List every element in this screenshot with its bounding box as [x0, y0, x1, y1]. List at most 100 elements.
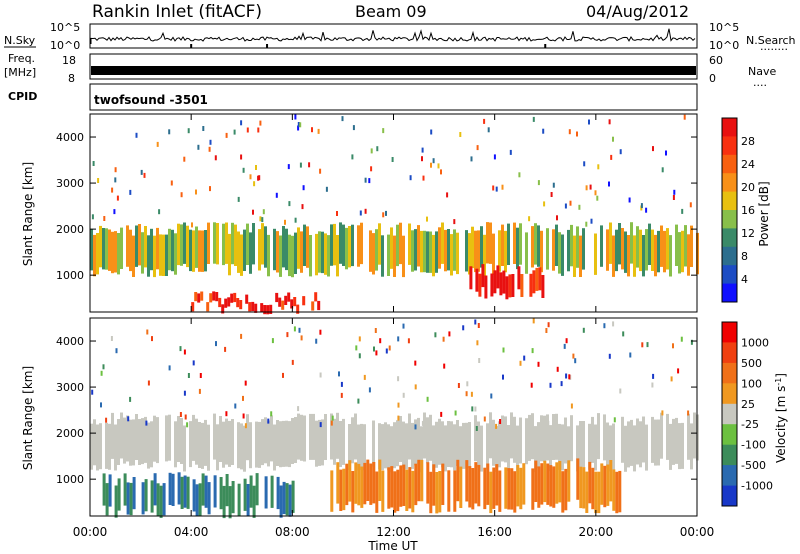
heatmap-cell: [99, 423, 102, 470]
heatmap-cell: [444, 229, 447, 272]
heatmap-sparse-cell: [550, 192, 553, 197]
heatmap-cell: [233, 292, 237, 303]
nave-legend: ....: [753, 76, 767, 89]
time-axis: 00:00 04:00 08:00 12:00 16:00 20:00 00:00: [73, 114, 714, 539]
heatmap-cell: [126, 225, 129, 267]
heatmap-cell: [150, 228, 153, 271]
heatmap-sparse-cell: [297, 122, 300, 127]
heatmap-cell: [243, 478, 247, 511]
heatmap-cell: [630, 222, 633, 264]
heatmap-sparse-cell: [359, 210, 362, 216]
heatmap-sparse-cell: [560, 381, 563, 387]
heatmap-sparse-cell: [284, 219, 286, 225]
heatmap-sparse-cell: [443, 363, 446, 369]
heatmap-sparse-cell: [270, 411, 273, 417]
heatmap-cell: [120, 412, 123, 459]
heatmap-cell: [453, 470, 457, 512]
heatmap-sparse-cell: [453, 219, 456, 225]
heatmap-cell: [162, 234, 165, 276]
heatmap-sparse-cell: [92, 161, 95, 166]
heatmap-cell: [534, 460, 538, 502]
heatmap-cell: [96, 424, 99, 471]
heatmap-cell: [180, 476, 184, 509]
heatmap-cell: [225, 474, 229, 507]
heatmap-cell: [399, 465, 403, 507]
heatmap-cell: [558, 232, 561, 274]
heatmap-sparse-cell: [145, 420, 148, 426]
heatmap-sparse-cell: [478, 358, 481, 363]
heatmap-cell: [546, 414, 549, 461]
heatmap-sparse-cell: [240, 120, 243, 126]
heatmap-sparse-cell: [572, 353, 575, 359]
heatmap-cell: [507, 223, 510, 265]
heatmap-sparse-cell: [454, 410, 457, 416]
heatmap-cell: [520, 274, 524, 297]
heatmap-cell: [357, 225, 360, 267]
freq-frame: [89, 53, 698, 80]
heatmap-cell: [276, 231, 279, 273]
heatmap-sparse-cell: [294, 217, 297, 223]
heatmap-sparse-cell: [612, 136, 614, 142]
heatmap-cell: [504, 416, 507, 463]
heatmap-cell: [675, 417, 678, 464]
heatmap-cell: [690, 423, 693, 470]
heatmap-cell: [117, 478, 121, 511]
heatmap-sparse-cell: [255, 165, 257, 170]
heatmap-cell: [591, 416, 594, 463]
colorbar-swatch: [722, 342, 737, 364]
heatmap-cell: [531, 468, 535, 510]
freq-band: [91, 66, 696, 75]
heatmap-cell: [456, 232, 459, 275]
heatmap-cell: [99, 225, 102, 268]
heatmap-cell: [294, 232, 297, 274]
heatmap-cell: [327, 235, 330, 277]
heatmap-cell: [420, 459, 424, 502]
heatmap-cell: [183, 425, 186, 472]
heatmap-cell: [561, 424, 564, 471]
heatmap-sparse-cell: [465, 391, 468, 397]
heatmap-cell: [195, 226, 198, 268]
heatmap-cell: [558, 423, 561, 470]
heatmap-cell: [522, 463, 526, 505]
heatmap-cell: [567, 229, 570, 272]
heatmap-cell: [321, 231, 324, 274]
heatmap-sparse-cell: [476, 145, 479, 151]
heatmap-cell: [499, 272, 503, 296]
heatmap-cell: [549, 425, 552, 472]
heatmap-cell: [399, 416, 402, 462]
colorbar-swatch: [722, 265, 737, 285]
heatmap-cell: [517, 266, 521, 290]
heatmap-cell: [609, 425, 612, 472]
heatmap-cell: [275, 292, 279, 303]
heatmap-cell: [642, 235, 645, 277]
heatmap-cell: [102, 473, 106, 506]
heatmap-sparse-cell: [146, 329, 149, 335]
heatmap-sparse-cell: [652, 146, 654, 152]
heatmap-sparse-cell: [487, 127, 490, 133]
heatmap-cell: [396, 469, 400, 512]
heatmap-cell: [200, 291, 204, 301]
heatmap-cell: [477, 464, 481, 507]
heatmap-sparse-cell: [352, 125, 355, 131]
heatmap-sparse-cell: [319, 422, 322, 428]
heatmap-sparse-cell: [341, 116, 344, 122]
heatmap-sparse-cell: [661, 410, 664, 416]
heatmap-sparse-cell: [257, 127, 260, 133]
heatmap-cell: [546, 228, 549, 270]
heatmap-cell: [90, 229, 93, 271]
heatmap-sparse-cell: [466, 381, 469, 387]
heatmap-sparse-cell: [183, 156, 186, 162]
heatmap-sparse-cell: [619, 388, 622, 394]
heatmap-sparse-cell: [187, 373, 190, 378]
heatmap-sparse-cell: [470, 391, 473, 397]
heatmap-sparse-cell: [244, 380, 247, 386]
heatmap-cell: [165, 415, 168, 462]
heatmap-cell: [198, 422, 201, 468]
y-tick-label: 1000: [56, 473, 84, 486]
heatmap-cell: [468, 233, 471, 275]
heatmap-cell: [624, 231, 627, 273]
heatmap-cell: [510, 412, 513, 459]
heatmap-cell: [269, 304, 273, 314]
heatmap-cell: [165, 234, 168, 276]
heatmap-cell: [201, 230, 204, 272]
